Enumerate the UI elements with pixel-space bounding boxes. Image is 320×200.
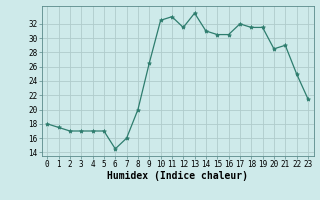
X-axis label: Humidex (Indice chaleur): Humidex (Indice chaleur) bbox=[107, 171, 248, 181]
